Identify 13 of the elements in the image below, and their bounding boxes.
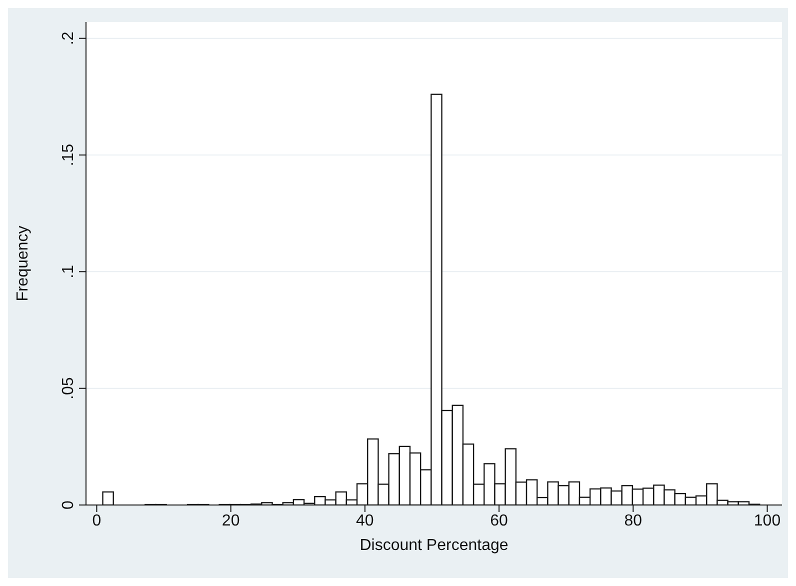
y-axis-title: Frequency [14, 226, 32, 302]
y-tick-label: .05 [60, 377, 77, 400]
x-tick-label: 80 [624, 512, 642, 530]
x-axis-title: Discount Percentage [360, 537, 508, 554]
y-tick-label: .15 [60, 144, 77, 166]
x-tick-label: 100 [754, 512, 781, 530]
y-tick-label: .1 [60, 264, 77, 278]
x-tick-label: 20 [222, 512, 240, 530]
y-tick-label: .2 [60, 32, 77, 46]
y-tick-label: 0 [60, 500, 77, 510]
x-tick-label: 60 [490, 512, 508, 530]
x-tick-label: 40 [356, 512, 374, 530]
x-tick-label: 0 [92, 512, 102, 530]
